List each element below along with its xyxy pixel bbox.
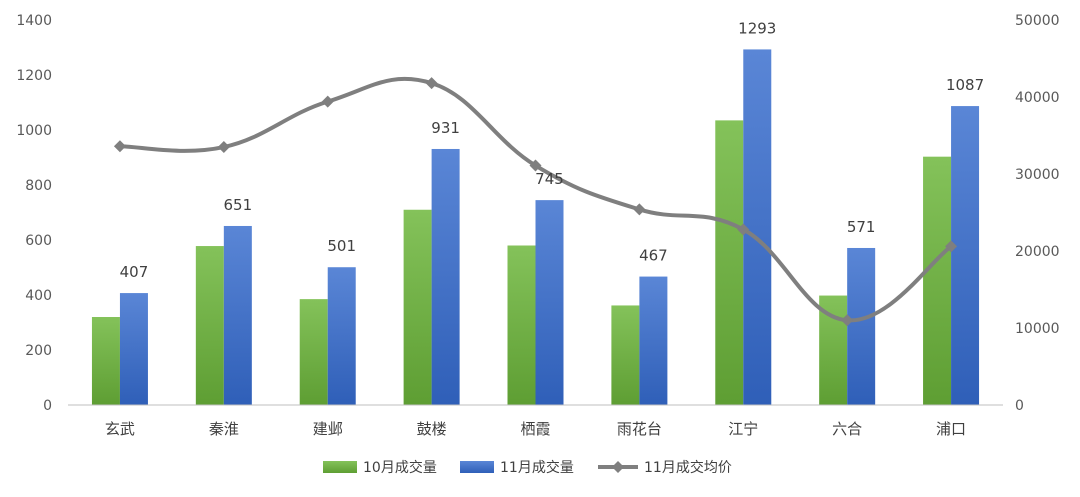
legend-marker [612, 461, 624, 473]
x-axis-label: 玄武 [105, 420, 135, 438]
legend-swatch [323, 461, 357, 473]
y-right-tick-label: 30000 [1015, 167, 1060, 183]
x-axis-label: 浦口 [936, 420, 966, 438]
x-axis-label: 江宁 [728, 420, 758, 438]
bar-nov-volume [223, 225, 252, 405]
y-left-tick-label: 1000 [16, 123, 52, 139]
bar-oct-volume [819, 295, 848, 405]
line-point-marker [321, 95, 334, 108]
line-point-marker [633, 203, 646, 216]
bar-nov-volume [431, 148, 460, 405]
bar-nov-volume [119, 293, 148, 405]
data-label-nov-volume: 571 [847, 218, 876, 236]
bars [91, 49, 980, 406]
bar-nov-volume [743, 49, 772, 406]
data-label-nov-volume: 1293 [738, 19, 776, 37]
legend-swatch [460, 461, 494, 473]
x-axis-label: 六合 [832, 420, 862, 438]
line-point-marker [841, 314, 854, 327]
y-right-tick-label: 50000 [1015, 13, 1060, 29]
data-label-nov-volume: 745 [535, 170, 564, 188]
bar-oct-volume [611, 305, 640, 405]
bar-nov-volume [639, 276, 668, 405]
x-axis-labels: 玄武 秦淮 建邺 鼓楼 栖霞 雨花台 江宁 六合 浦口 [105, 420, 966, 438]
bar-nov-volume [535, 200, 564, 405]
y-left-tick-label: 1200 [16, 68, 52, 84]
right-axis: 0 10000 20000 30000 40000 50000 [1015, 13, 1060, 414]
bar-oct-volume [403, 209, 432, 405]
x-axis-label: 鼓楼 [417, 420, 447, 438]
bar-oct-volume [299, 299, 328, 405]
y-left-tick-label: 400 [25, 288, 52, 304]
bar-oct-volume [507, 245, 536, 405]
line-point-marker [425, 77, 438, 90]
line-series [113, 76, 958, 327]
y-right-tick-label: 0 [1015, 398, 1024, 414]
line-point-marker [217, 141, 230, 154]
line-point-marker [945, 240, 958, 253]
data-label-nov-volume: 651 [224, 196, 253, 214]
y-left-tick-label: 0 [43, 398, 52, 414]
data-label-nov-volume: 931 [431, 119, 460, 137]
x-axis-label: 建邺 [313, 420, 343, 438]
y-right-tick-label: 20000 [1015, 244, 1060, 260]
y-right-tick-label: 10000 [1015, 321, 1060, 337]
line-point-marker [113, 140, 126, 153]
y-left-tick-label: 600 [25, 233, 52, 249]
x-axis-label: 雨花台 [617, 420, 662, 438]
x-axis-label: 栖霞 [520, 420, 550, 438]
legend-label: 10月成交量 [363, 459, 437, 476]
bar-nov-volume [951, 106, 980, 405]
y-left-tick-label: 1400 [16, 13, 52, 29]
y-left-tick-label: 200 [25, 343, 52, 359]
data-labels: 407 651 501 931 745 467 1293 571 1087 [120, 19, 985, 281]
legend-label: 11月成交均价 [644, 459, 732, 476]
left-axis: 0 200 400 600 800 1000 1200 1400 [16, 13, 52, 414]
legend-label: 11月成交量 [500, 459, 574, 476]
bar-oct-volume [91, 317, 120, 405]
bar-oct-volume [923, 156, 952, 405]
data-label-nov-volume: 467 [639, 247, 668, 265]
line-point-marker [737, 223, 750, 236]
bar-nov-volume [327, 267, 356, 405]
legend: 10月成交量 11月成交量 11月成交均价 [323, 459, 732, 476]
line-point-marker [529, 159, 542, 172]
bar-oct-volume [715, 120, 744, 405]
data-label-nov-volume: 407 [120, 263, 149, 281]
data-label-nov-volume: 501 [327, 237, 356, 255]
y-left-tick-label: 800 [25, 178, 52, 194]
x-axis-label: 秦淮 [209, 420, 239, 438]
y-right-tick-label: 40000 [1015, 90, 1060, 106]
data-label-nov-volume: 1087 [946, 76, 984, 94]
bar-oct-volume [195, 246, 224, 405]
bar-nov-volume [847, 247, 876, 405]
